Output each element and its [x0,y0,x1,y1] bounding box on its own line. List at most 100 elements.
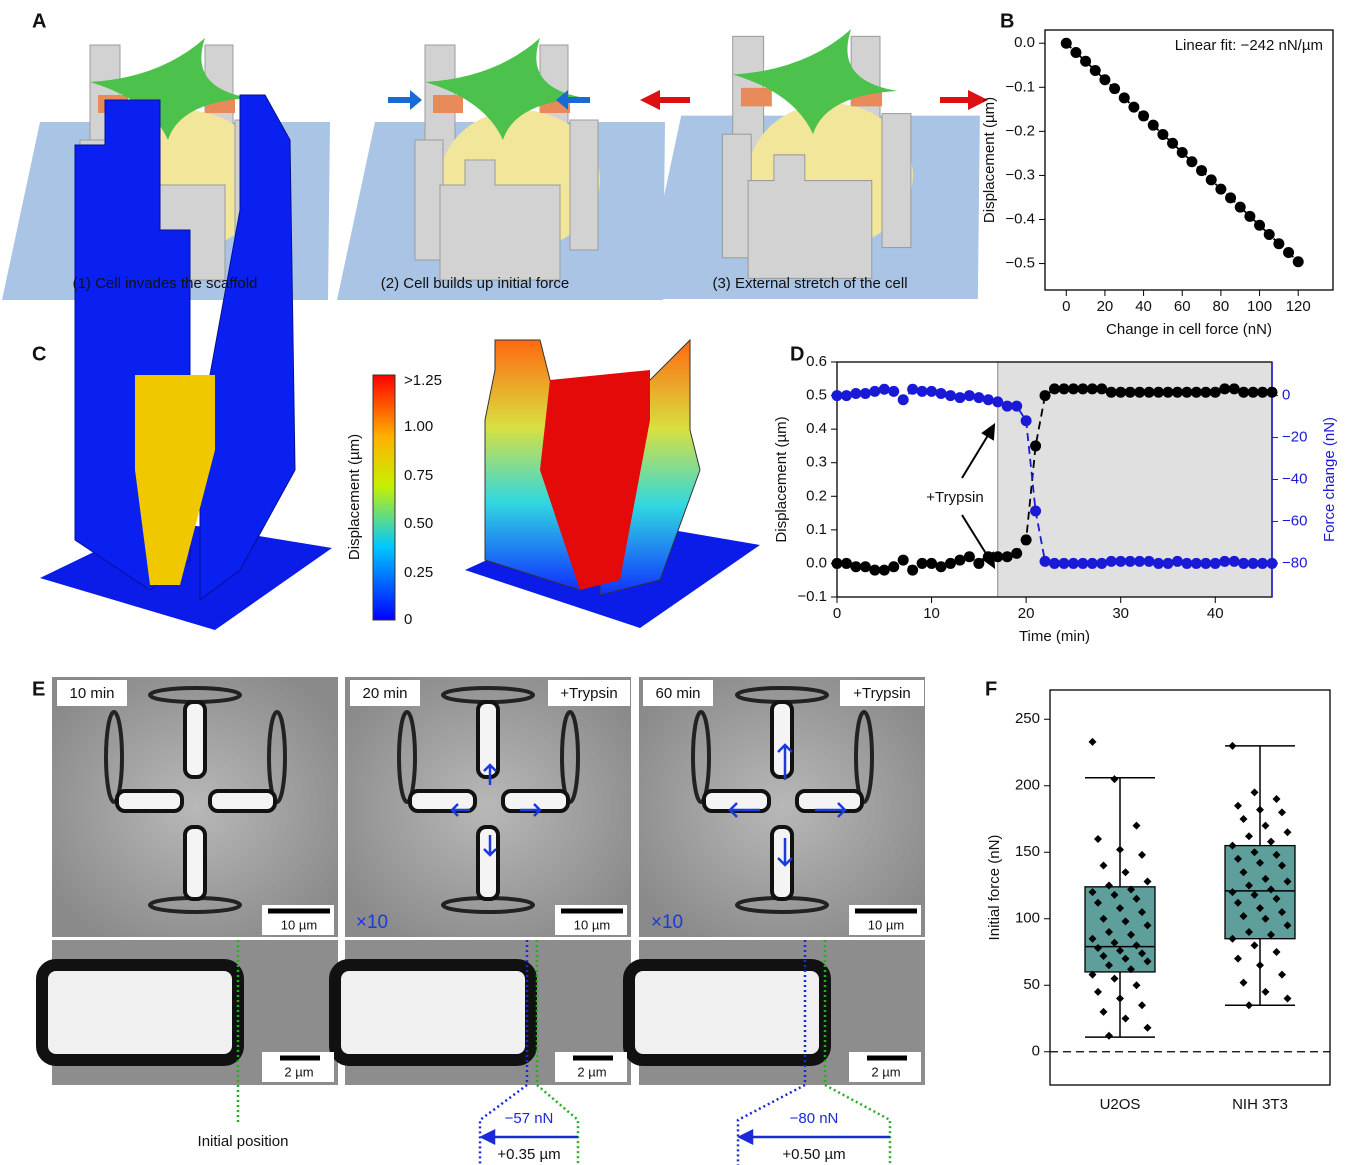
data-point [1068,558,1079,569]
data-point [1153,387,1164,398]
data-point [1273,795,1281,803]
data-point [1106,387,1117,398]
force-change: −80 nN [790,1110,839,1127]
time-label: 60 min [655,685,700,702]
y-tick-label: 0.3 [806,454,827,471]
data-point [1262,988,1270,996]
colorbar [373,375,395,620]
displacement-change: +0.35 µm [497,1146,560,1163]
data-point [1116,846,1124,854]
data-point [841,390,852,401]
y-axis-label: Displacement (µm) [981,97,998,223]
colorbar-tick: 0 [404,611,412,628]
data-point [1254,220,1265,231]
data-point [1138,851,1146,859]
y-tick-label: −0.5 [1005,255,1035,272]
data-point [1234,802,1242,810]
annotation: Linear fit: −242 nN/µm [1175,37,1323,54]
data-point [879,565,890,576]
y-axis-label: Initial force (nN) [986,835,1003,941]
y-tick-label: −0.1 [1005,78,1035,95]
data-point [1229,383,1240,394]
data-point [1167,138,1178,149]
x-tick-label: 30 [1112,605,1129,622]
panel-label: C [32,343,46,365]
data-point [898,394,909,405]
data-point [983,394,994,405]
colorbar-tick: 0.25 [404,564,433,581]
data-point [1245,832,1253,840]
data-point [973,558,984,569]
data-point [1267,387,1278,398]
data-point [1278,971,1286,979]
data-point [1248,387,1259,398]
y2-tick-label: 0 [1282,387,1290,404]
data-point [1087,558,1098,569]
data-point [1284,828,1292,836]
data-point [1096,383,1107,394]
y-tick-label: 0.2 [806,487,827,504]
data-point [1240,815,1248,823]
x-tick-label: NIH 3T3 [1232,1096,1288,1113]
data-point [1116,995,1124,1003]
magnification: ×10 [651,912,683,933]
data-point [1206,174,1217,185]
micrograph [639,677,925,937]
x-tick-label: 40 [1135,298,1152,315]
scaffold-illustration [337,38,665,300]
data-point [1229,742,1237,750]
data-point [964,551,975,562]
magnification: ×10 [356,912,388,933]
y-tick-label: 250 [1015,710,1040,727]
data-point [1061,38,1072,49]
y-tick-label: −0.1 [797,588,827,605]
y2-tick-label: −80 [1282,554,1307,571]
panel-label: A [32,10,46,32]
data-point [983,551,994,562]
data-point [1225,192,1236,203]
data-point [1186,156,1197,167]
data-point [1115,387,1126,398]
data-point [1144,387,1155,398]
data-point [1122,1015,1130,1023]
data-point [1238,558,1249,569]
y-tick-label: 0.0 [806,554,827,571]
micrograph [345,677,631,937]
y-tick-label: −0.2 [1005,122,1035,139]
data-point [1191,558,1202,569]
annotation: +Trypsin [926,489,983,506]
data-point [832,390,843,401]
data-point [1219,383,1230,394]
data-point [1058,383,1069,394]
data-point [1162,558,1173,569]
data-point [1245,1001,1253,1009]
data-point [1200,387,1211,398]
y-tick-label: 0.5 [806,387,827,404]
data-point [1105,1032,1113,1040]
data-point [1248,558,1259,569]
data-point [1283,247,1294,258]
data-point [1138,110,1149,121]
data-point [888,386,899,397]
data-point [1144,556,1155,567]
data-point [1125,556,1136,567]
data-point [1080,56,1091,67]
data-point [1234,955,1242,963]
data-point [1011,548,1022,559]
data-point [1021,534,1032,545]
scale-bar-label: 2 µm [284,1064,313,1079]
y-tick-label: 0.0 [1014,34,1035,51]
data-point [1210,558,1221,569]
data-point [926,386,937,397]
data-point [917,558,928,569]
data-point [850,388,861,399]
y-tick-label: 200 [1015,777,1040,794]
y-tick-label: −0.4 [1005,210,1035,227]
page: {"panel_labels":["A","B","C","D","E","F"… [0,0,1345,1165]
x-tick-label: 0 [1062,298,1070,315]
data-point [1181,387,1192,398]
data-point [869,565,880,576]
data-point [1134,556,1145,567]
data-point [964,390,975,401]
data-point [1089,738,1097,746]
